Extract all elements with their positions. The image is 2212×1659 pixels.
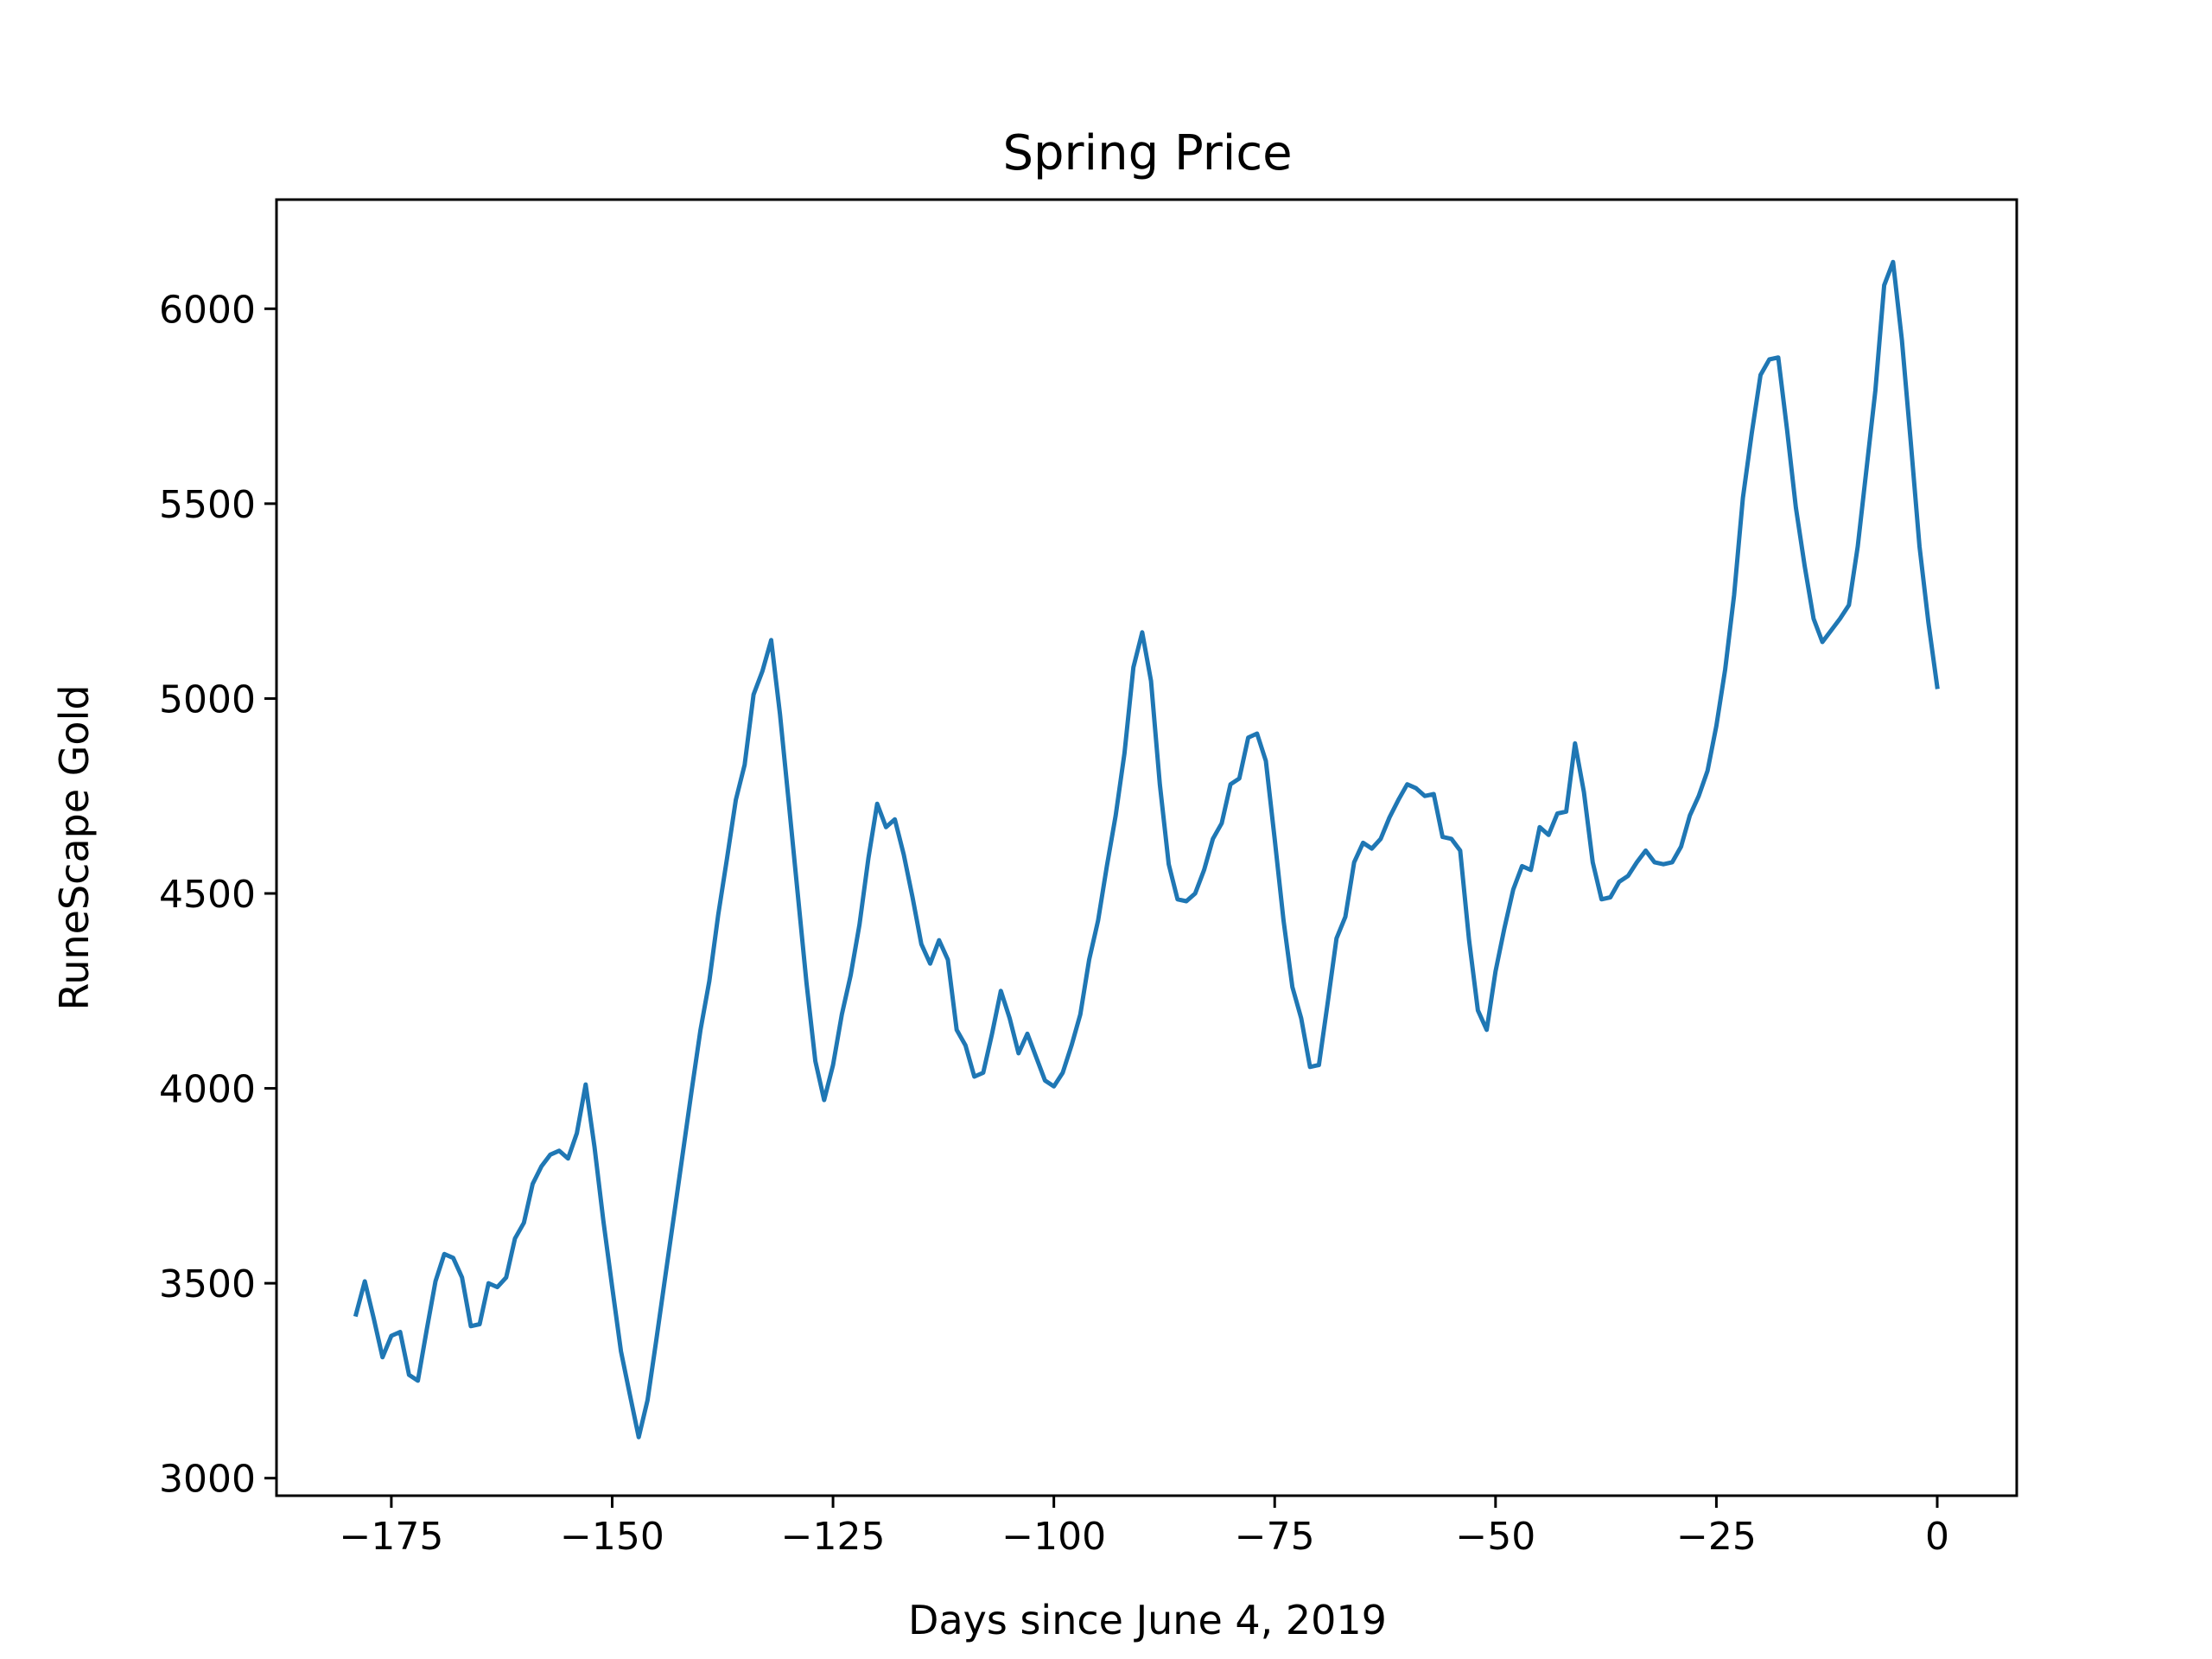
y-tick-label: 3500 [159, 1262, 256, 1306]
x-tick-label: −75 [1235, 1515, 1315, 1559]
y-tick-label: 6000 [159, 288, 256, 332]
x-tick-label: −175 [339, 1515, 443, 1559]
x-tick-label: −50 [1455, 1515, 1535, 1559]
y-tick-label: 5500 [159, 483, 256, 527]
y-axis: 3000 3500 4000 4500 5000 5500 6000 [159, 288, 276, 1502]
x-tick-label: −25 [1676, 1515, 1757, 1559]
x-axis-label: Days since June 4, 2019 [908, 1597, 1387, 1643]
y-axis-label: RuneScape Gold [51, 684, 98, 1010]
y-tick-label: 3000 [159, 1458, 256, 1502]
x-tick-label: −125 [781, 1515, 886, 1559]
series-line [353, 259, 1940, 1440]
x-tick-label: −150 [560, 1515, 664, 1559]
chart-title: Spring Price [1002, 125, 1292, 181]
x-tick-label: 0 [1925, 1515, 1949, 1559]
plot-frame [275, 198, 2018, 1497]
series-layer [353, 259, 1940, 1440]
y-tick-label: 4500 [159, 873, 256, 917]
x-tick-label: −100 [1001, 1515, 1106, 1559]
y-tick-label: 4000 [159, 1068, 256, 1112]
x-axis: −175 −150 −125 −100 −75 −50 −25 0 [339, 1496, 1949, 1559]
y-tick-label: 5000 [159, 677, 256, 721]
